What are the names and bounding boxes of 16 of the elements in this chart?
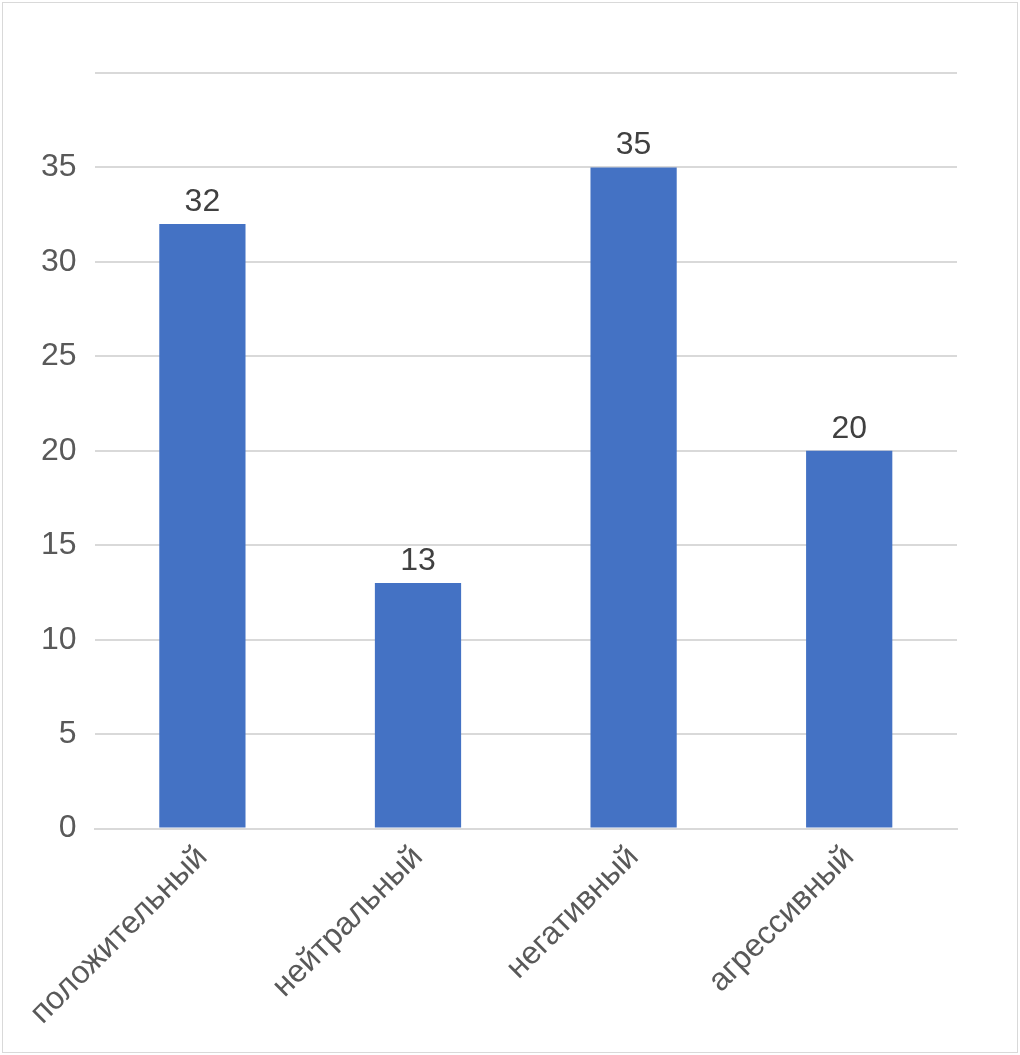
y-tick-label: 5	[58, 713, 77, 750]
y-tick-label: 30	[41, 241, 77, 278]
y-tick-label: 25	[41, 336, 77, 373]
y-tick-label: 15	[41, 525, 77, 562]
y-tick-label: 20	[41, 430, 77, 467]
bar	[374, 583, 462, 828]
bar	[159, 224, 246, 828]
bar	[806, 450, 893, 828]
bar	[590, 167, 677, 828]
y-tick-label: 10	[41, 619, 77, 656]
data-label: 35	[615, 125, 652, 162]
data-label: 20	[831, 408, 867, 445]
y-tick-label: 0	[58, 808, 77, 845]
data-label: 13	[400, 540, 436, 577]
y-tick-label: 35	[41, 147, 77, 184]
data-label: 32	[184, 181, 221, 218]
